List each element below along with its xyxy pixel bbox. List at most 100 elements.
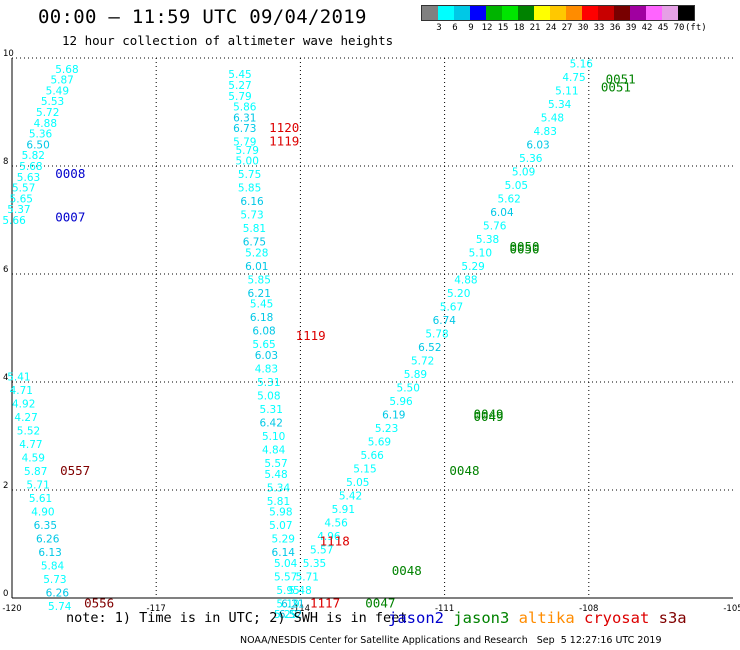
swh-label: 6.21	[248, 288, 271, 300]
lon-tick-label: -111	[435, 604, 454, 614]
lon-tick-label: -117	[147, 604, 166, 614]
legend-swatch	[598, 6, 614, 20]
swh-label: 5.86	[233, 102, 257, 114]
legend-label: 18	[513, 23, 525, 33]
mission-legend: jason2 jason3 altika cryosat s3a	[388, 609, 687, 627]
swh-label: 5.29	[274, 609, 297, 621]
swh-label: 5.34	[548, 99, 572, 111]
swh-label: 4.77	[19, 439, 42, 451]
legend-label: 70	[673, 23, 685, 33]
swh-label: 5.71	[296, 571, 319, 583]
swh-label: 5.09	[512, 166, 535, 178]
swh-label: 4.71	[10, 385, 33, 397]
swh-label: 4.88	[454, 274, 477, 286]
swh-label: 6.16	[240, 196, 264, 208]
swh-label: 6.13	[38, 547, 61, 559]
swh-label: 6.18	[250, 312, 273, 324]
swh-label: 5.84	[41, 561, 65, 573]
legend-label: 6	[452, 23, 458, 33]
time-label: 0008	[55, 166, 85, 181]
swh-label: 5.73	[43, 574, 66, 586]
legend-swatch	[470, 6, 486, 20]
legend-label: 3	[436, 23, 442, 33]
time-label: 0048	[392, 563, 422, 578]
lat-tick-label: 10	[3, 49, 14, 59]
swh-label: 5.72	[411, 355, 434, 367]
swh-label: 5.04	[274, 558, 298, 570]
legend-swatch	[454, 6, 470, 20]
swh-label: 5.87	[50, 75, 73, 87]
swh-label: 5.48	[541, 112, 564, 124]
swh-label: 5.98	[269, 507, 292, 519]
time-label: 0050	[509, 242, 539, 257]
color-legend: 3 6 9 12 15 18 21 24 27 30 33 36 39 42 45 70 (ft)	[421, 5, 707, 35]
legend-unit: (ft)	[685, 23, 707, 33]
swh-label: 5.10	[262, 431, 285, 443]
swh-label: 5.76	[483, 220, 507, 232]
swh-label: 5.48	[264, 469, 287, 481]
swh-label: 5.07	[269, 520, 292, 532]
swh-label: 5.96	[389, 396, 413, 408]
swh-label: 5.37	[7, 204, 30, 216]
lon-tick-label: -105	[723, 604, 740, 614]
footer-credit: NOAA/NESDIS Center for Satellite Applica…	[240, 635, 662, 646]
swh-label: 5.20	[447, 288, 470, 300]
swh-label: 5.16	[570, 58, 594, 70]
legend-label: 45	[657, 23, 669, 33]
lon-tick-label: -120	[2, 604, 21, 614]
swh-label: 5.42	[339, 490, 362, 502]
legend-swatch	[438, 6, 454, 20]
legend-label: 42	[641, 23, 653, 33]
lon-tick-label: -108	[579, 604, 598, 614]
legend-swatch	[678, 6, 694, 20]
lat-tick-label: 6	[3, 265, 8, 275]
swh-label: 6.14	[272, 547, 296, 559]
swh-label: 5.11	[555, 85, 578, 97]
swh-label: 5.69	[368, 436, 391, 448]
legend-swatch	[646, 6, 662, 20]
lat-tick-label: 4	[3, 373, 8, 383]
swh-label: 5.81	[243, 223, 266, 235]
legend-label: 30	[577, 23, 589, 33]
swh-label: 5.34	[267, 482, 291, 494]
time-label: 1120	[269, 120, 299, 135]
swh-label: 6.21	[281, 598, 304, 610]
legend-label: 39	[625, 23, 637, 33]
swh-label: 4.59	[22, 453, 45, 465]
swh-label: 5.62	[497, 193, 520, 205]
legend-swatch	[550, 6, 566, 20]
swh-label: 5.87	[24, 466, 47, 478]
swh-label: 5.67	[440, 301, 463, 313]
legend-label: 24	[545, 23, 557, 33]
swh-label: 4.83	[255, 364, 278, 376]
swh-label: 4.92	[12, 399, 35, 411]
legend-swatch	[422, 6, 438, 20]
swh-label: 6.04	[490, 207, 514, 219]
swh-label: 5.82	[22, 150, 45, 162]
legend-swatch	[614, 6, 630, 20]
lat-tick-label: 0	[3, 589, 8, 599]
swh-label: 5.45	[228, 69, 251, 81]
swh-label: 5.31	[257, 377, 280, 389]
mission-jason3: jason3	[453, 609, 519, 627]
swh-label: 5.63	[17, 172, 40, 184]
legend-label: 21	[529, 23, 541, 33]
swh-label: 5.66	[360, 450, 384, 462]
swh-label: 5.72	[36, 107, 59, 119]
swh-label: 6.52	[418, 342, 441, 354]
swh-label: 5.38	[476, 234, 499, 246]
swh-label: 5.50	[397, 382, 420, 394]
legend-swatch	[502, 6, 518, 20]
legend-label: 12	[481, 23, 493, 33]
swh-label: 5.45	[250, 299, 273, 311]
swh-label: 6.74	[433, 315, 457, 327]
swh-label: 5.52	[17, 426, 40, 438]
swh-label: 5.66	[2, 215, 26, 227]
time-label: 0556	[84, 595, 114, 610]
swh-label: 6.75	[243, 237, 266, 249]
swh-label: 5.81	[267, 496, 290, 508]
swh-label: 6.73	[233, 123, 256, 135]
time-label: 0050	[509, 239, 539, 254]
mission-jason2: jason2	[388, 609, 454, 627]
swh-label: 4.96	[317, 531, 341, 543]
